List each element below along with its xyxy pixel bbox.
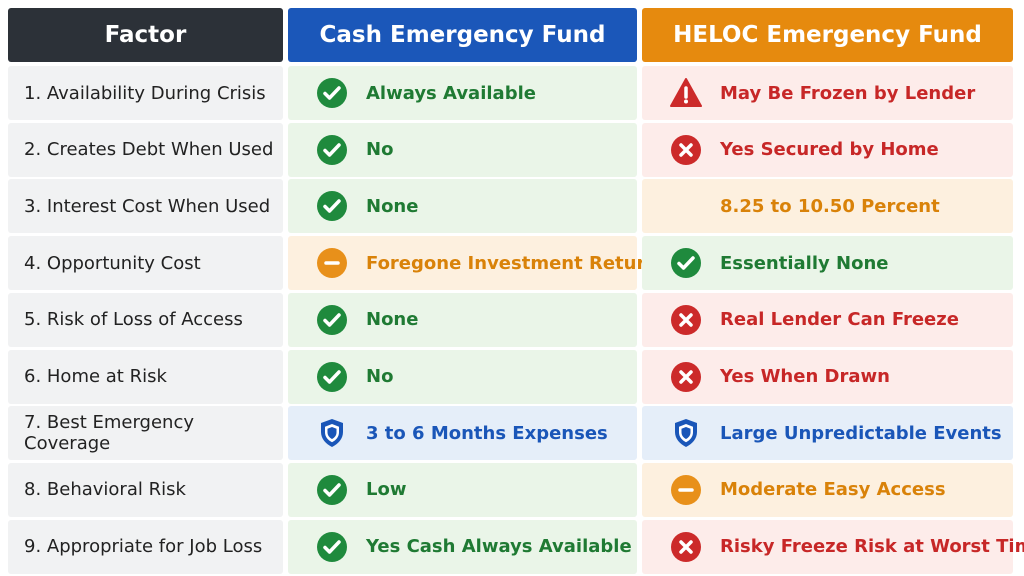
heloc-cell: Large Unpredictable Events (642, 406, 1013, 461)
cash-cell: Yes Cash Always Available (288, 519, 637, 574)
cash-value: No (366, 366, 394, 387)
cross-icon (671, 304, 701, 335)
header-cell: Cash Emergency Fund (288, 8, 637, 62)
cash-value: Always Available (366, 82, 536, 104)
cross-icon (671, 531, 701, 562)
shield-icon (321, 419, 343, 448)
check-icon (317, 531, 347, 562)
warning-icon (670, 78, 702, 107)
heloc-value: Moderate Easy Access (720, 479, 946, 501)
check-icon (317, 474, 347, 505)
factor-cell: 9. Appropriate for Job Loss (8, 519, 283, 574)
factor-cell: 3. Interest Cost When Used (8, 179, 283, 234)
heloc-cell: Yes When Drawn (642, 349, 1013, 404)
factor-label: 9. Appropriate for Job Loss (24, 536, 263, 558)
factor-label: 2. Creates Debt When Used (24, 139, 274, 161)
factor-cell: 7. Best Emergency Coverage (8, 406, 283, 461)
factor-label: 3. Interest Cost When Used (24, 195, 271, 217)
heloc-value: 8.25 to 10.50 Percent (720, 195, 940, 217)
cash-cell: None (288, 292, 637, 347)
factor-label: 8. Behavioral Risk (24, 479, 186, 501)
cash-cell: No (288, 122, 637, 177)
cash-value: Foregone Investment Returns (366, 252, 669, 274)
heloc-cell: Real Lender Can Freeze (642, 292, 1013, 347)
check-icon (317, 78, 347, 108)
shield-icon (675, 419, 697, 448)
minus-icon (317, 248, 347, 279)
factor-label: 7. Best Emergency Coverage (24, 412, 194, 455)
cash-value: Yes Cash Always Available (366, 536, 632, 558)
heloc-value: Real Lender Can Freeze (720, 309, 959, 331)
check-icon (317, 304, 347, 335)
factor-cell: 8. Behavioral Risk (8, 462, 283, 517)
cash-cell: None (288, 179, 637, 234)
factor-cell: 1. Availability During Crisis (8, 66, 283, 120)
factor-label: 1. Availability During Crisis (24, 82, 266, 104)
header-text: Cash Emergency Fund (319, 22, 606, 48)
header-text: HELOC Emergency Fund (673, 22, 982, 48)
heloc-value: Risky Freeze Risk at Worst Time (720, 536, 1024, 558)
heloc-value: Large Unpredictable Events (720, 422, 1002, 444)
check-icon (317, 134, 347, 165)
cash-cell: 3 to 6 Months Expenses (288, 406, 637, 461)
factor-label: 6. Home at Risk (24, 366, 167, 387)
heloc-cell: Moderate Easy Access (642, 462, 1013, 517)
cross-icon (671, 361, 701, 392)
heloc-cell: May Be Frozen by Lender (642, 66, 1013, 120)
header-cell: Factor (8, 8, 283, 62)
heloc-cell: Essentially None (642, 236, 1013, 291)
factor-cell: 4. Opportunity Cost (8, 236, 283, 291)
factor-cell: 5. Risk of Loss of Access (8, 292, 283, 347)
cash-cell: Foregone Investment Returns (288, 236, 669, 291)
heloc-value: May Be Frozen by Lender (720, 82, 976, 104)
header-text: Factor (104, 22, 187, 48)
cash-cell: Always Available (288, 66, 637, 120)
cross-icon (671, 134, 701, 165)
check-icon (671, 248, 701, 279)
cash-cell: No (288, 349, 637, 404)
cash-value: 3 to 6 Months Expenses (366, 422, 608, 444)
factor-label: 5. Risk of Loss of Access (24, 309, 243, 331)
cash-value: No (366, 139, 394, 161)
heloc-cell: 8.25 to 10.50 Percent (642, 179, 1013, 234)
heloc-cell: Yes Secured by Home (642, 122, 1013, 177)
heloc-cell: Risky Freeze Risk at Worst Time (642, 519, 1024, 574)
check-icon (317, 191, 347, 222)
heloc-value: Yes Secured by Home (720, 139, 939, 161)
minus-icon (671, 474, 701, 505)
check-icon (317, 361, 347, 392)
heloc-value: Essentially None (720, 252, 889, 274)
factor-cell: 2. Creates Debt When Used (8, 122, 283, 177)
cash-value: None (366, 309, 419, 331)
cash-value: Low (366, 479, 407, 501)
cash-value: None (366, 195, 419, 217)
cash-cell: Low (288, 462, 637, 517)
header-cell: HELOC Emergency Fund (642, 8, 1013, 62)
heloc-value: Yes When Drawn (720, 366, 890, 387)
factor-label: 4. Opportunity Cost (24, 252, 201, 274)
factor-cell: 6. Home at Risk (8, 349, 283, 404)
